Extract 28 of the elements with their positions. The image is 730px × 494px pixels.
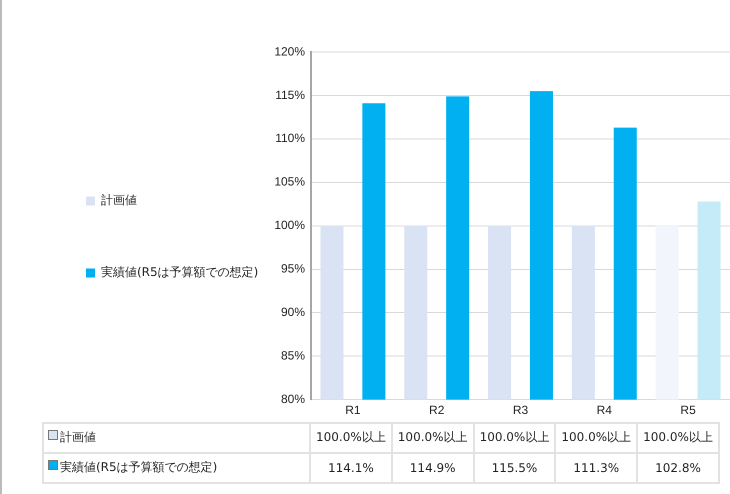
y-tick-label: 105% xyxy=(274,174,306,189)
data-label: 115.5% xyxy=(474,452,556,483)
y-tick-label: 80% xyxy=(280,392,306,406)
x-tick-label: R1 xyxy=(345,403,361,418)
data-label: 111.3% xyxy=(555,452,638,483)
legend-label: 計画値 xyxy=(101,193,137,208)
data-label: 102.8% xyxy=(637,452,719,483)
data-label: 100.0%以上 xyxy=(392,422,474,453)
x-tick-label: R3 xyxy=(512,403,529,418)
x-tick-label: R4 xyxy=(596,403,612,418)
x-tick-label: R2 xyxy=(429,403,445,418)
data-label: 100.0%以上 xyxy=(474,422,556,453)
y-tick-label: 95% xyxy=(280,262,306,276)
data-label: 100.0%以上 xyxy=(637,422,719,453)
y-tick-label: 100% xyxy=(274,218,306,232)
y-tick-label: 110% xyxy=(275,131,306,146)
y-tick-label: 90% xyxy=(280,305,306,320)
y-tick-label: 120% xyxy=(274,44,306,58)
data-label: 114.1% xyxy=(310,452,392,483)
legend-label: 実績値(R5は予算額での想定) xyxy=(101,265,258,280)
x-tick-label: R5 xyxy=(680,403,696,418)
y-tick-label: 85% xyxy=(280,348,306,362)
data-label: 100.0%以上 xyxy=(555,422,638,453)
data-label: 114.9% xyxy=(392,452,474,483)
text: 実績値(R5は予算額での想定) xyxy=(60,460,218,474)
data-label: 100.0%以上 xyxy=(310,422,392,453)
text: 計画値 xyxy=(60,430,96,444)
y-tick-label: 115% xyxy=(275,88,306,102)
